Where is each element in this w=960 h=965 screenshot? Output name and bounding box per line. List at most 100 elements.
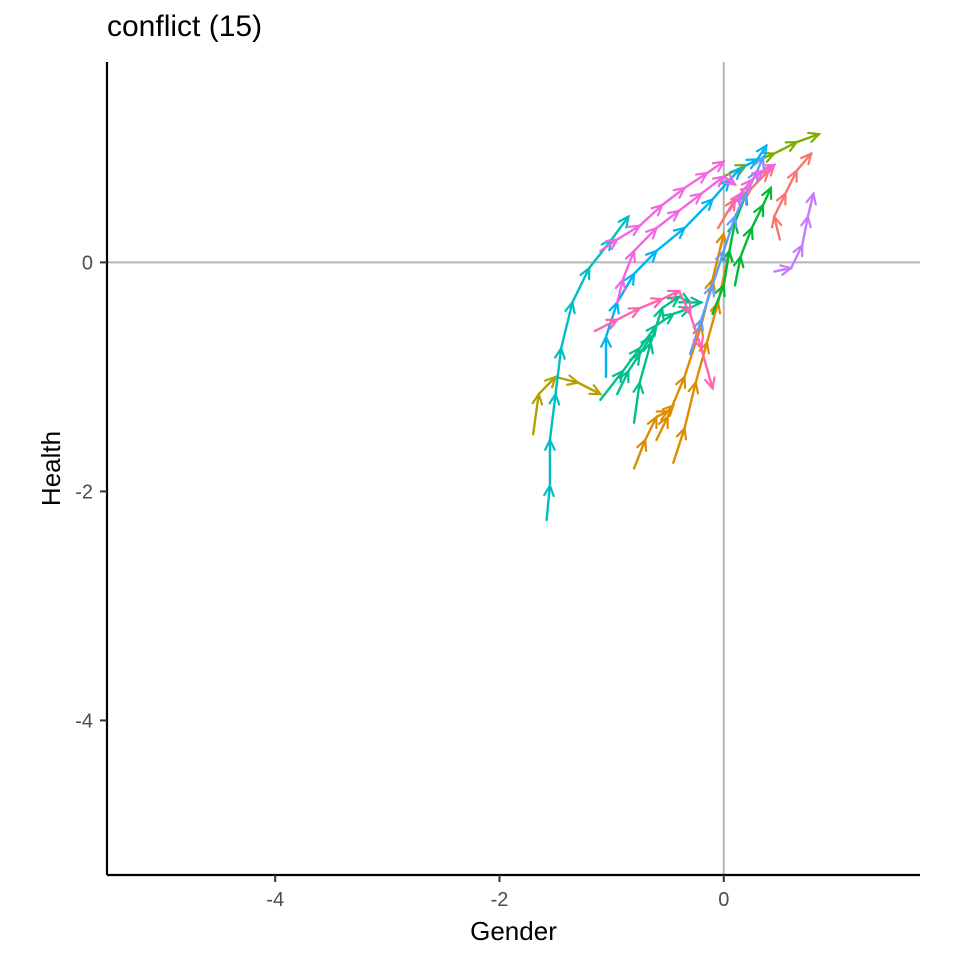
x-axis-title: Gender	[470, 916, 557, 946]
y-tick-label: -2	[75, 481, 93, 503]
series-14-arrowhead	[623, 271, 636, 286]
series-1-arrowhead	[724, 197, 737, 212]
series-17-arrowhead	[711, 174, 726, 188]
series-7-arrowhead	[784, 141, 799, 153]
series-5-arrowhead	[704, 277, 716, 292]
series-14-arrowhead	[600, 334, 612, 348]
series-10-line	[599, 306, 692, 401]
series-11-arrowhead	[632, 380, 645, 395]
series-14	[600, 143, 768, 379]
series-17-arrowhead	[689, 192, 704, 205]
series-19-arrowhead	[740, 177, 754, 192]
series-18-arrowhead	[627, 224, 642, 237]
series-7-arrowhead	[807, 131, 822, 144]
series-15-arrowhead	[715, 248, 727, 263]
series-18-arrowhead	[694, 171, 710, 184]
series-15-arrowhead	[726, 214, 738, 229]
series-17-arrowhead	[723, 173, 738, 186]
series-12-arrowhead	[618, 368, 630, 384]
series-13-arrowhead	[544, 437, 556, 451]
series-13-arrowhead	[548, 391, 561, 406]
series-16-arrowhead	[805, 191, 817, 206]
series-3-arrowhead	[655, 410, 670, 422]
series-18-arrowhead	[650, 203, 664, 217]
series-8-arrowhead	[753, 202, 765, 218]
series-5-line	[655, 232, 725, 442]
y-tick-label: -4	[75, 710, 93, 732]
series-19-arrowhead	[730, 191, 742, 206]
series-16-arrowhead	[800, 214, 812, 229]
series-14-arrowhead	[745, 158, 760, 170]
series-14-arrowhead	[701, 197, 715, 211]
y-axis-title: Health	[36, 431, 66, 506]
series-20-line	[593, 289, 714, 390]
series-6-arrowhead	[566, 374, 581, 386]
series-15-arrowhead	[747, 168, 759, 183]
series-20-arrowhead	[704, 376, 716, 391]
series-2	[770, 151, 813, 241]
series-20-arrowhead	[650, 297, 665, 309]
series-18	[599, 160, 726, 253]
series-15-line	[688, 155, 765, 356]
x-tick-label: -2	[491, 889, 509, 911]
tick-group: -4 -2 0 -4 -2 0	[75, 252, 729, 911]
series-8	[732, 185, 773, 287]
series-9-arrowhead	[714, 282, 726, 298]
series-4-arrowhead	[687, 380, 700, 395]
series-6-arrowhead	[531, 391, 544, 406]
series-15-arrowhead	[703, 282, 716, 298]
series-13-arrowhead	[579, 265, 591, 281]
series-6-arrowhead	[588, 384, 603, 396]
series-13-arrowhead	[554, 345, 566, 360]
x-tick-label: 0	[718, 889, 729, 911]
series-5-arrowhead	[715, 231, 728, 246]
series-7-arrowhead	[762, 151, 777, 163]
series-20	[593, 289, 716, 391]
series-17-arrowhead	[614, 277, 627, 292]
series-14-arrowhead	[672, 226, 687, 240]
x-tick-label: -4	[266, 889, 284, 911]
series-18-arrowhead	[605, 238, 620, 251]
series-3-arrowhead	[646, 414, 658, 430]
series-17	[614, 173, 738, 304]
series-16	[773, 191, 817, 276]
data-series-group	[531, 131, 822, 522]
series-20-arrowhead	[666, 289, 682, 301]
series-6-arrowhead	[544, 375, 558, 389]
series-13-arrowhead	[564, 300, 576, 315]
series-11-arrowhead	[690, 296, 704, 309]
series-6	[531, 374, 603, 436]
reference-lines	[107, 62, 920, 875]
series-16-arrowhead	[792, 242, 804, 258]
series-11-arrowhead	[666, 295, 681, 308]
series-8-arrowhead	[742, 225, 754, 241]
series-20-arrowhead	[605, 318, 620, 330]
series-14-arrowhead	[729, 166, 743, 181]
series-20-arrowhead	[627, 307, 642, 319]
series-4-arrowhead	[675, 426, 688, 441]
series-12	[616, 334, 653, 396]
chart-title: conflict (15)	[107, 10, 263, 43]
series-18-arrowhead	[672, 186, 687, 199]
series-7	[722, 131, 822, 178]
series-17-line	[616, 175, 737, 304]
series-8-arrowhead	[732, 254, 745, 269]
series-5-arrowhead	[657, 414, 669, 430]
series-5-arrowhead	[675, 374, 687, 389]
series-19-arrowhead	[751, 169, 765, 182]
series-13-arrowhead	[543, 483, 555, 498]
series-19	[728, 163, 777, 213]
axes	[105, 62, 920, 877]
series-11-arrowhead	[653, 305, 665, 321]
series-17-arrowhead	[667, 209, 681, 222]
series-18-arrowhead	[711, 160, 726, 173]
series-16-arrowhead	[779, 264, 794, 276]
series-8-arrowhead	[761, 185, 773, 201]
series-20-arrowhead	[692, 336, 704, 351]
series-2-arrowhead	[770, 214, 783, 229]
series-14-arrowhead	[645, 249, 659, 263]
series-19-arrowhead	[762, 163, 777, 175]
series-15-arrowhead	[692, 317, 704, 332]
series-10-arrowhead	[611, 369, 625, 384]
series-17-arrowhead	[645, 226, 659, 240]
